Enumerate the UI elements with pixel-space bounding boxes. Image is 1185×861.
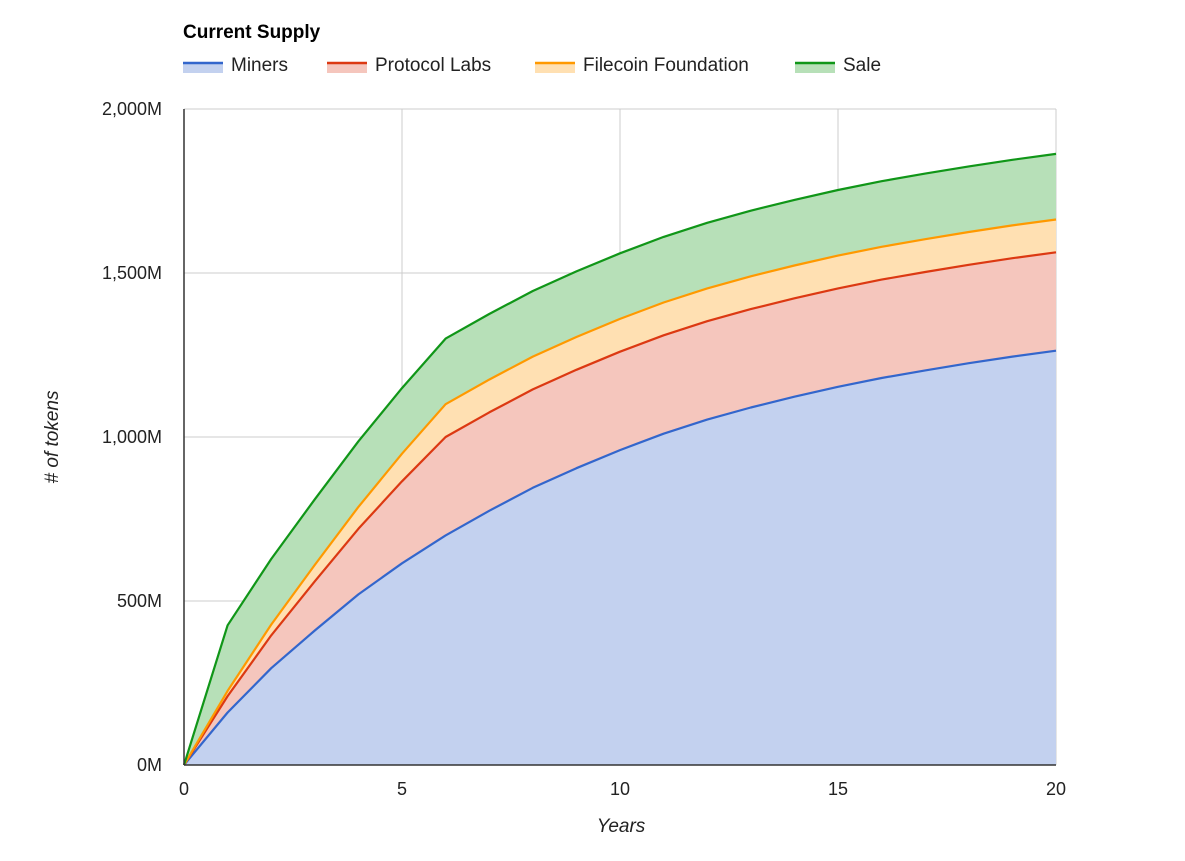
legend-swatch xyxy=(327,63,367,73)
y-tick-label: 1,000M xyxy=(102,427,162,447)
legend-item-miners: Miners xyxy=(183,55,288,76)
y-axis-title: # of tokens xyxy=(42,390,63,483)
chart-lines xyxy=(182,152,1057,766)
y-tick-label: 1,500M xyxy=(102,263,162,283)
area-miners xyxy=(184,350,1056,765)
chart-areas xyxy=(184,153,1056,766)
y-tick-label: 500M xyxy=(117,591,162,611)
y-tick-label: 2,000M xyxy=(102,99,162,119)
legend-label: Sale xyxy=(843,55,881,76)
line-filecoin-foundation xyxy=(183,218,1057,766)
legend-item-protocol-labs: Protocol Labs xyxy=(327,55,491,76)
area-sale xyxy=(184,153,1056,765)
x-tick-label: 15 xyxy=(828,779,848,799)
line-sale xyxy=(182,152,1057,766)
line-protocol-labs xyxy=(183,251,1057,766)
chart-legend: Miners Protocol Labs Filecoin Foundation Sa… xyxy=(183,55,881,76)
chart-ticks: 0M 500M 1,000M 1,500M 2,000M 0 5 10 15 20 xyxy=(102,99,1066,799)
y-tick-label: 0M xyxy=(137,755,162,775)
area-protocol-labs xyxy=(184,252,1056,766)
legend-swatch xyxy=(535,63,575,73)
x-tick-label: 0 xyxy=(179,779,189,799)
legend-label: Protocol Labs xyxy=(375,55,491,76)
x-tick-label: 20 xyxy=(1046,779,1066,799)
x-tick-label: 10 xyxy=(610,779,630,799)
legend-label: Filecoin Foundation xyxy=(583,55,749,76)
legend-swatch xyxy=(183,63,223,73)
chart-axes xyxy=(183,109,1056,766)
legend-item-sale: Sale xyxy=(795,55,881,76)
legend-label: Miners xyxy=(231,55,288,76)
legend-item-filecoin-foundation: Filecoin Foundation xyxy=(535,55,749,76)
x-axis-title: Years xyxy=(597,816,646,837)
legend-swatch xyxy=(795,63,835,73)
x-tick-label: 5 xyxy=(397,779,407,799)
area-filecoin-foundation xyxy=(184,219,1056,765)
chart-title: Current Supply xyxy=(183,22,321,43)
line-miners xyxy=(183,349,1057,766)
